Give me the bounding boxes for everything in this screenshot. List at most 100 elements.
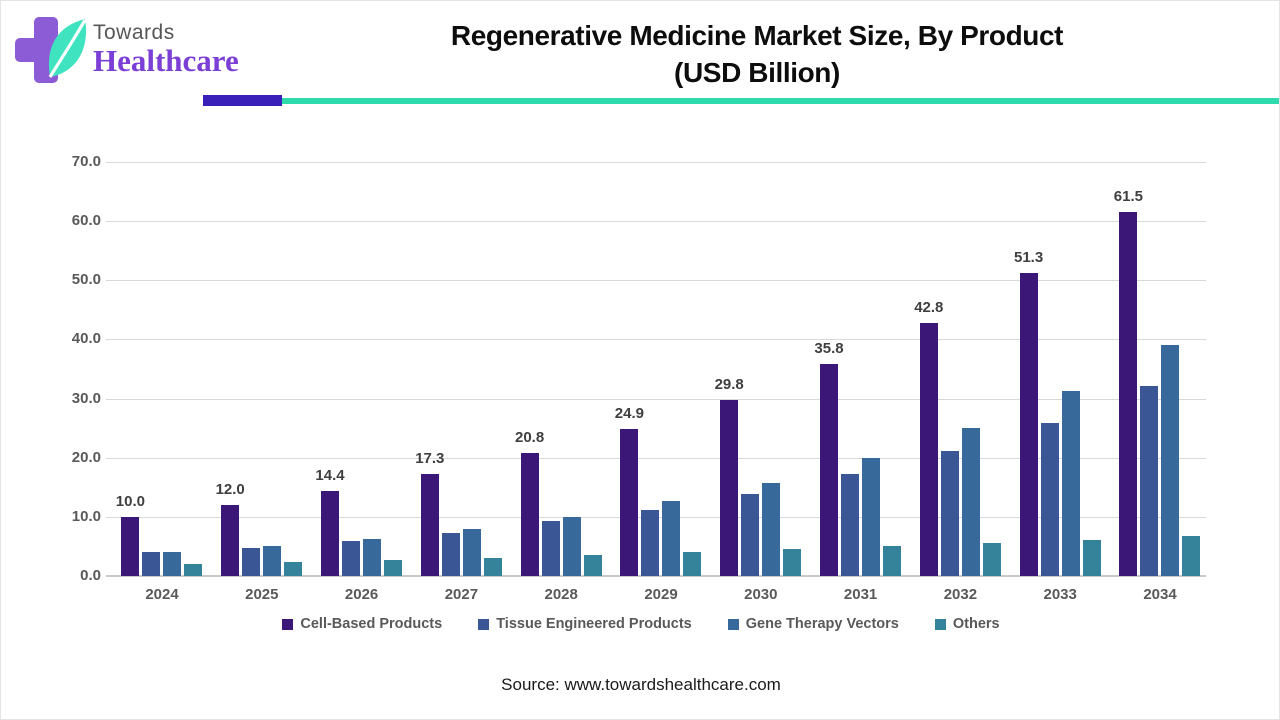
x-axis-tick-label: 2031: [843, 586, 878, 603]
bar-others-2028: [583, 555, 602, 576]
chart-plot-area: 0.0 10.0 20.0 30.0 40.0 50.0 60.0 70.0 10.0 2024 1…: [1, 141, 1279, 611]
legend-swatch-icon: [478, 618, 490, 630]
legend-item-others: Others: [934, 616, 1000, 632]
bar-cell-based-products-2029: [620, 428, 639, 576]
y-axis-tick-label: 40.0: [71, 330, 101, 348]
legend-item-cell-based-products: Cell-Based Products: [282, 616, 442, 632]
x-axis-tick-label: 2032: [943, 586, 978, 603]
bar-others-2025: [284, 562, 303, 576]
bar-others-2034: [1182, 535, 1201, 576]
bar-cell-based-products-2027: [420, 473, 439, 576]
y-axis-tick-label: 0.0: [80, 567, 101, 584]
legend-swatch-icon: [282, 618, 294, 630]
gridline: [106, 339, 1206, 341]
bar-tissue-engineered-products-2026: [342, 540, 360, 576]
gridline: [106, 457, 1206, 459]
x-axis-tick-label: 2033: [1043, 586, 1077, 603]
bar-gene-therapy-vectors-2024: [163, 552, 182, 576]
legend-label: Cell-Based Products: [300, 616, 443, 632]
bar-others-2024: [184, 564, 203, 576]
bar-value-label: 24.9: [614, 404, 644, 422]
legend-swatch-icon: [727, 618, 739, 630]
chart-title: Regenerative Medicine Market Size, By Pr…: [257, 17, 1257, 91]
y-axis-tick-label: 10.0: [71, 507, 101, 525]
bar-value-label: 14.4: [315, 466, 345, 484]
bar-gene-therapy-vectors-2026: [363, 538, 381, 576]
gridline: [106, 280, 1206, 282]
bar-cell-based-products-2024: [121, 516, 140, 576]
bar-gene-therapy-vectors-2032: [961, 428, 980, 576]
bar-tissue-engineered-products-2032: [940, 450, 959, 576]
bar-cell-based-products-2034: [1119, 212, 1138, 576]
bar-tissue-engineered-products-2030: [741, 493, 760, 576]
bar-value-label: 42.8: [914, 298, 944, 316]
legend-label: Tissue Engineered Products: [496, 616, 692, 632]
chart-title-line2: (USD Billion): [674, 57, 840, 88]
bar-value-label: 10.0: [115, 492, 145, 510]
x-axis-tick-label: 2024: [145, 586, 179, 603]
bar-others-2030: [783, 549, 802, 576]
bar-tissue-engineered-products-2024: [142, 552, 161, 576]
bar-tissue-engineered-products-2033: [1040, 422, 1059, 576]
bar-cell-based-products-2032: [919, 322, 938, 576]
bar-others-2032: [982, 542, 1001, 576]
bar-gene-therapy-vectors-2031: [862, 457, 880, 576]
logo-text-towards: Towards: [93, 21, 175, 44]
leaf-icon: [48, 19, 87, 78]
bar-cell-based-products-2026: [321, 490, 339, 576]
bar-value-label: 12.0: [215, 481, 245, 499]
bar-gene-therapy-vectors-2029: [662, 501, 681, 576]
logo-text-healthcare: Healthcare: [93, 43, 239, 78]
bar-tissue-engineered-products-2034: [1140, 386, 1159, 576]
bar-others-2031: [883, 546, 901, 576]
bar-cell-based-products-2030: [720, 399, 739, 576]
bar-tissue-engineered-products-2028: [541, 520, 560, 576]
bar-gene-therapy-vectors-2025: [263, 546, 282, 576]
bar-value-label: 51.3: [1013, 248, 1044, 266]
legend-label: Gene Therapy Vectors: [745, 616, 899, 632]
chart-legend: Cell-Based Products Tissue Engineered Pro…: [1, 616, 1279, 632]
bar-value-label: 20.8: [514, 428, 545, 446]
y-axis-tick-label: 30.0: [71, 389, 101, 407]
header-rule-purple-segment: [203, 95, 282, 106]
gridline: [106, 221, 1206, 223]
bar-cell-based-products-2031: [820, 364, 838, 576]
x-axis-tick-label: 2026: [344, 586, 379, 603]
gridline: [106, 398, 1206, 400]
bar-gene-therapy-vectors-2034: [1161, 345, 1180, 576]
bar-value-label: 61.5: [1113, 188, 1143, 206]
bar-value-label: 17.3: [415, 449, 445, 467]
bar-cell-based-products-2033: [1019, 272, 1038, 576]
bar-tissue-engineered-products-2027: [441, 532, 460, 576]
medical-cross-icon: [15, 17, 87, 83]
y-axis-tick-label: 60.0: [71, 212, 101, 230]
bar-tissue-engineered-products-2025: [242, 547, 261, 576]
bar-gene-therapy-vectors-2028: [562, 516, 581, 576]
bar-others-2029: [683, 552, 702, 576]
bar-others-2026: [384, 560, 402, 576]
bar-others-2033: [1082, 539, 1101, 576]
legend-item-gene-therapy-vectors: Gene Therapy Vectors: [727, 616, 899, 632]
bar-gene-therapy-vectors-2027: [462, 528, 481, 576]
bar-gene-therapy-vectors-2033: [1061, 391, 1080, 576]
y-axis-tick-label: 70.0: [71, 153, 101, 170]
x-axis-tick-label: 2030: [744, 586, 778, 603]
legend-label: Others: [952, 616, 1000, 632]
x-axis-baseline: [106, 575, 1206, 577]
bar-cell-based-products-2025: [221, 505, 240, 576]
bar-cell-based-products-2028: [520, 452, 539, 576]
bar-others-2027: [483, 558, 502, 576]
gridline: [106, 162, 1206, 163]
y-axis-tick-label: 20.0: [71, 448, 101, 466]
chart-title-line1: Regenerative Medicine Market Size, By Pr…: [450, 20, 1064, 51]
towards-healthcare-logo: Towards Healthcare: [15, 15, 245, 87]
y-axis-tick-label: 50.0: [71, 271, 101, 289]
x-axis-tick-label: 2029: [644, 586, 678, 603]
header-rule-teal-segment: [282, 98, 1279, 104]
legend-swatch-icon: [934, 618, 946, 630]
bar-value-label: 35.8: [814, 340, 844, 358]
x-axis-tick-label: 2028: [544, 586, 578, 603]
x-axis-tick-label: 2025: [245, 586, 279, 603]
x-axis-tick-label: 2034: [1143, 586, 1177, 603]
